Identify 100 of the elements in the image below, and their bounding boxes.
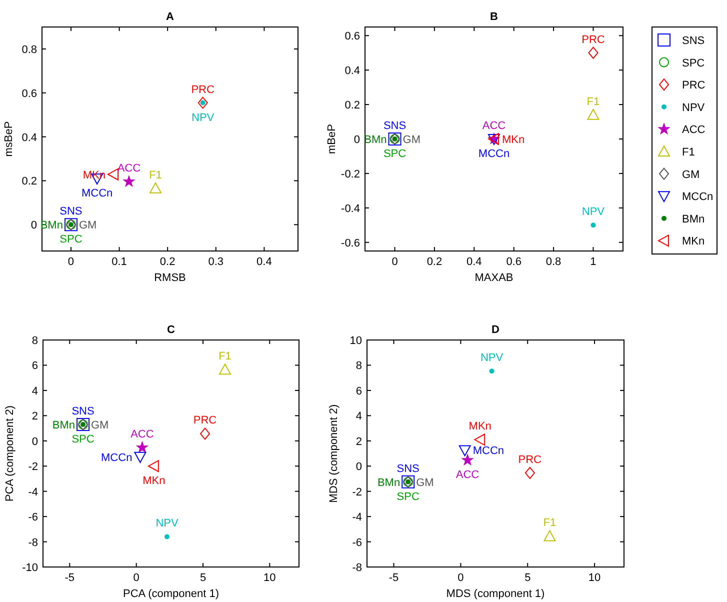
x-axis-title: PCA (component 1) <box>123 588 219 600</box>
x-tick-label: 0 <box>133 572 140 584</box>
text: SNS <box>383 120 406 132</box>
series-label: PRC <box>191 84 215 96</box>
series-label: ACC <box>456 469 480 482</box>
point <box>134 452 146 463</box>
y-tick-label: -8 <box>352 562 362 574</box>
y-tick-label: 2 <box>356 436 362 448</box>
point <box>148 460 159 472</box>
y-tick-label: 4 <box>356 410 362 423</box>
y-tick-label: 0 <box>32 436 38 448</box>
legend-label: GM <box>682 168 700 181</box>
x-tick-label: 1 <box>590 256 596 268</box>
x-tick-label: 0 <box>392 256 398 268</box>
y-tick-label: 0.4 <box>344 65 360 78</box>
y-tick-label: -0.6 <box>341 237 360 250</box>
series-label: MCCn <box>81 188 113 200</box>
series-label: GM <box>78 220 97 232</box>
y-tick-label: 0 <box>356 461 362 474</box>
series-label: F1 <box>218 350 232 363</box>
y-tick-label: 0.2 <box>22 176 37 188</box>
x-tick-label: 0.4 <box>466 256 482 268</box>
point <box>489 368 494 374</box>
series-label: SNS <box>60 206 82 218</box>
x-tick-label: 0 <box>458 572 464 584</box>
chart-title: C <box>167 324 176 336</box>
series-label: BMn <box>377 476 400 489</box>
text: NPV <box>582 206 605 218</box>
y-axis-title: PCA (component 2) <box>4 406 16 502</box>
text: ACC <box>482 120 506 132</box>
point <box>588 46 598 59</box>
y-tick-label: 0 <box>354 134 360 146</box>
y-tick-label: 6 <box>356 385 362 398</box>
x-tick-label: -5 <box>64 572 75 584</box>
x-tick-label: 0.8 <box>546 256 562 268</box>
point <box>123 176 135 186</box>
point <box>107 168 118 180</box>
legend-label: BMn <box>682 213 705 226</box>
series-label: GM <box>91 419 109 432</box>
text: MCCn <box>478 148 510 160</box>
y-tick-label: 0.2 <box>344 100 360 112</box>
x-tick-label: 10 <box>264 572 276 584</box>
y-tick-label: -2 <box>352 486 362 498</box>
point <box>164 534 170 540</box>
point <box>462 454 474 466</box>
y-tick-label: 2 <box>32 410 38 423</box>
y-tick-label: 0.4 <box>22 132 37 144</box>
legend-label: NPV <box>682 102 706 114</box>
y-tick-label: 0 <box>30 220 37 232</box>
x-axis-title: RMSB <box>154 272 186 284</box>
point <box>590 222 596 228</box>
x-axis-title: MDS (component 1) <box>446 588 545 600</box>
x-tick-label: 5 <box>524 572 531 584</box>
x-tick-label: 0.2 <box>160 256 176 268</box>
text: F1 <box>586 96 600 108</box>
point <box>136 442 148 452</box>
legend-label: SPC <box>682 57 705 70</box>
series-label: NPV <box>156 518 179 530</box>
series-label: GM <box>416 476 434 489</box>
text: GM <box>402 134 421 146</box>
legend-label: MKn <box>682 236 705 248</box>
x-tick-label: 0.4 <box>256 256 272 268</box>
y-axis-title: MDS (component 2) <box>328 404 340 503</box>
y-tick-label: -0.2 <box>341 168 360 180</box>
text: PRC <box>582 34 605 46</box>
series-label: SNS <box>72 405 94 418</box>
x-tick-label: 0.6 <box>506 256 522 268</box>
y-tick-label: -6 <box>28 512 38 524</box>
series-label: SPC <box>396 490 420 503</box>
y-tick-label: -10 <box>22 562 38 574</box>
point <box>587 108 600 120</box>
series-label: F1 <box>543 517 556 530</box>
series-label: NPV <box>480 352 504 364</box>
x-axis-title: MAXAB <box>474 272 514 284</box>
y-tick-label: 0.6 <box>344 30 360 43</box>
series-label: PRC <box>518 454 542 466</box>
point <box>458 445 471 456</box>
legend-label: MCCn <box>682 191 714 204</box>
y-axis-title: msBeP <box>3 121 15 157</box>
y-tick-label: -4 <box>28 486 38 498</box>
text: MKn <box>502 134 525 146</box>
series-label: BMn <box>52 419 75 432</box>
x-tick-label: 5 <box>200 572 206 584</box>
series-label: MCCn <box>472 445 504 458</box>
y-tick-label: 0.6 <box>22 88 37 100</box>
y-tick-label: -4 <box>352 512 362 524</box>
y-axis-title: mBeP <box>326 124 338 154</box>
series-label: NPV <box>192 112 215 124</box>
series-label: MKn <box>468 420 492 433</box>
x-tick-label: 0.3 <box>208 256 224 268</box>
series-label: MCCn <box>101 452 132 464</box>
x-tick-label: -5 <box>388 572 399 584</box>
x-tick-label: 0 <box>68 256 74 268</box>
y-tick-label: 0.8 <box>22 44 37 56</box>
y-tick-label: 10 <box>350 335 362 347</box>
legend-label: ACC <box>682 124 706 136</box>
y-tick-label: 4 <box>32 385 38 398</box>
text: SPC <box>383 148 406 160</box>
x-tick-label: 0.2 <box>426 256 442 268</box>
point <box>219 364 231 375</box>
